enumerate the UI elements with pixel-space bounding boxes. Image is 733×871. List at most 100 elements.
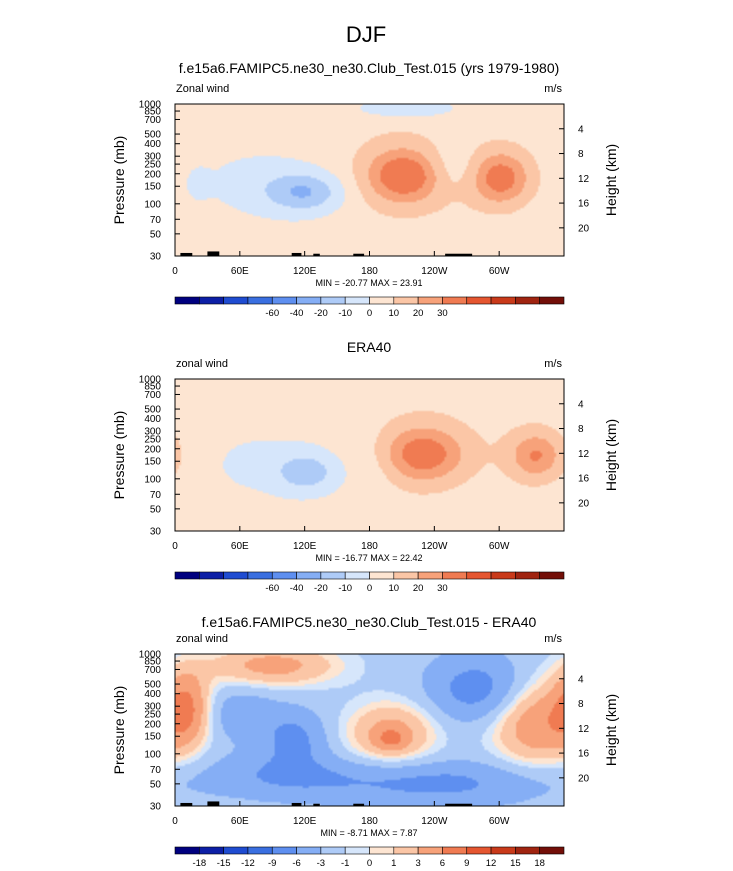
colorbar-box — [247, 571, 273, 580]
pressure-tick-label: 200 — [144, 719, 161, 730]
height-tick-label: 20 — [578, 223, 590, 234]
variable-label: Zonal wind — [176, 83, 229, 95]
colorbar-box — [344, 296, 370, 305]
pressure-tick-label: 1000 — [139, 375, 162, 386]
topography-block — [445, 253, 473, 256]
height-tick-label: 4 — [578, 124, 584, 135]
figure-title: DJF — [346, 22, 386, 47]
contour-field — [175, 104, 564, 256]
colorbar-box — [539, 296, 565, 305]
pressure-tick-label: 300 — [144, 702, 161, 713]
colorbar-box — [271, 846, 297, 855]
pressure-tick-label: 70 — [150, 490, 162, 501]
pressure-tick-label: 700 — [144, 665, 161, 676]
pressure-tick-label: 30 — [150, 252, 162, 263]
lon-tick-label: 120W — [421, 541, 448, 552]
colorbar-box — [247, 846, 273, 855]
y-axis-title-left: Pressure (mb) — [111, 411, 127, 500]
pressure-tick-label: 500 — [144, 405, 161, 416]
colorbar-label: -20 — [314, 308, 328, 319]
colorbar-box — [320, 846, 346, 855]
colorbar-box — [490, 846, 516, 855]
pressure-tick-label: 850 — [144, 382, 161, 393]
colorbar-label: 18 — [534, 858, 545, 869]
colorbar-box — [174, 846, 200, 855]
colorbar-label: -20 — [314, 583, 328, 594]
colorbar-box — [417, 571, 443, 580]
colorbar-box — [369, 846, 395, 855]
height-tick-label: 8 — [578, 699, 584, 710]
pressure-tick-label: 50 — [150, 504, 162, 515]
colorbar-label: -60 — [265, 583, 279, 594]
lon-tick-label: 0 — [172, 266, 178, 277]
colorbar-box — [490, 571, 516, 580]
topography-block — [313, 803, 320, 806]
colorbar-box — [271, 571, 297, 580]
colorbar-box — [174, 296, 200, 305]
colorbar-box — [320, 296, 346, 305]
lon-tick-label: 120E — [293, 816, 317, 827]
pressure-tick-label: 1000 — [139, 650, 162, 661]
colorbar-label: -9 — [268, 858, 276, 869]
units-label: m/s — [544, 633, 562, 645]
colorbar-label: 10 — [389, 308, 400, 319]
colorbar-label: 10 — [389, 583, 400, 594]
colorbar-box — [466, 846, 492, 855]
lon-tick-label: 120W — [421, 266, 448, 277]
lon-tick-label: 180 — [361, 266, 378, 277]
colorbar-label: -15 — [217, 858, 231, 869]
colorbar-label: -6 — [292, 858, 300, 869]
pressure-tick-label: 400 — [144, 139, 161, 150]
pressure-tick-label: 400 — [144, 414, 161, 425]
pressure-tick-label: 70 — [150, 765, 162, 776]
colorbar-box — [320, 571, 346, 580]
colorbar-box — [223, 571, 249, 580]
colorbar-label: 0 — [367, 858, 372, 869]
pressure-tick-label: 100 — [144, 474, 161, 485]
pressure-tick-label: 500 — [144, 680, 161, 691]
colorbar-box — [417, 846, 443, 855]
lon-tick-label: 60W — [489, 816, 510, 827]
y-axis-title-left: Pressure (mb) — [111, 136, 127, 225]
colorbar-box — [442, 846, 468, 855]
pressure-tick-label: 250 — [144, 435, 161, 446]
topography-block — [207, 251, 220, 256]
y-axis-title-right: Height (km) — [603, 419, 619, 491]
contour-field — [175, 654, 564, 806]
pressure-tick-label: 50 — [150, 229, 162, 240]
panel-title: ERA40 — [347, 339, 392, 355]
colorbar-box — [174, 571, 200, 580]
colorbar-label: 1 — [391, 858, 396, 869]
colorbar-box — [442, 571, 468, 580]
pressure-tick-label: 100 — [144, 199, 161, 210]
colorbar-box — [199, 296, 224, 305]
topography-block — [180, 252, 193, 256]
pressure-tick-label: 200 — [144, 444, 161, 455]
colorbar-box — [296, 571, 322, 580]
panels: f.e15a6.FAMIPC5.ne30_ne30.Club_Test.015 … — [111, 60, 619, 869]
colorbar-label: -3 — [317, 858, 325, 869]
colorbar-box — [442, 296, 468, 305]
pressure-tick-label: 250 — [144, 710, 161, 721]
colorbar-box — [515, 846, 540, 855]
colorbar-label: 20 — [413, 583, 424, 594]
colorbar-label: -12 — [241, 858, 255, 869]
pressure-tick-label: 400 — [144, 689, 161, 700]
height-tick-label: 20 — [578, 498, 590, 509]
colorbar-box — [296, 846, 322, 855]
units-label: m/s — [544, 358, 562, 370]
topography-block — [445, 803, 473, 806]
min-max-stats: MIN = -8.71 MAX = 7.87 — [320, 828, 417, 838]
y-axis-title-right: Height (km) — [603, 144, 619, 216]
colorbar-box — [199, 571, 224, 580]
colorbar-box — [393, 571, 419, 580]
colorbar-box — [344, 846, 370, 855]
colorbar-box — [369, 296, 395, 305]
topography-block — [353, 803, 365, 806]
pressure-tick-label: 300 — [144, 427, 161, 438]
panel-3: f.e15a6.FAMIPC5.ne30_ne30.Club_Test.015 … — [111, 614, 619, 869]
pressure-tick-label: 100 — [144, 749, 161, 760]
lon-tick-label: 0 — [172, 541, 178, 552]
